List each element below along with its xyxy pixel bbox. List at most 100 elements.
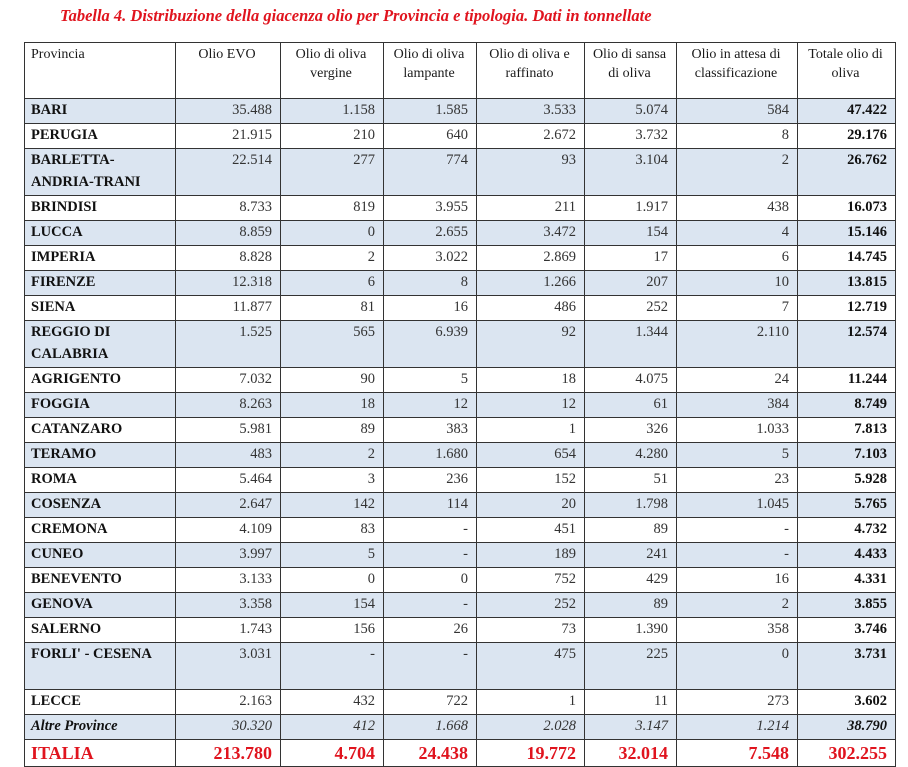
table-row: FIRENZE 12.318 6 8 1.266 207 10 13.815 xyxy=(24,270,896,296)
cell-olio-evo: 7.032 xyxy=(175,367,281,393)
cell-olio-raffinato: 18 xyxy=(476,367,585,393)
cell-olio-lampante: - xyxy=(383,517,477,543)
cell-olio-raffinato: 12 xyxy=(476,392,585,418)
cell-olio-raffinato: 252 xyxy=(476,592,585,618)
header-row: Provincia Olio EVO Olio di oliva vergine… xyxy=(24,42,896,99)
cell-olio-attesa: 23 xyxy=(676,467,798,493)
cell-olio-sansa: 17 xyxy=(584,245,677,271)
cell-olio-attesa: 384 xyxy=(676,392,798,418)
cell-olio-lampante: 16 xyxy=(383,295,477,321)
cell-olio-lampante: 24.438 xyxy=(383,739,477,767)
cell-olio-lampante: 1.585 xyxy=(383,98,477,124)
cell-olio-attesa: 8 xyxy=(676,123,798,149)
cell-olio-vergine: 277 xyxy=(280,148,384,196)
cell-olio-vergine: 90 xyxy=(280,367,384,393)
cell-olio-sansa: 51 xyxy=(584,467,677,493)
cell-olio-raffinato: 654 xyxy=(476,442,585,468)
cell-olio-attesa: 10 xyxy=(676,270,798,296)
cell-olio-raffinato: 93 xyxy=(476,148,585,196)
header-olio-evo: Olio EVO xyxy=(175,42,281,99)
cell-olio-evo: 213.780 xyxy=(175,739,281,767)
cell-olio-raffinato: 486 xyxy=(476,295,585,321)
cell-olio-attesa: 438 xyxy=(676,195,798,221)
cell-olio-attesa: 1.045 xyxy=(676,492,798,518)
cell-olio-vergine: 0 xyxy=(280,567,384,593)
giacenza-table: Provincia Olio EVO Olio di oliva vergine… xyxy=(24,42,896,767)
cell-olio-vergine: 154 xyxy=(280,592,384,618)
cell-olio-sansa: 89 xyxy=(584,517,677,543)
cell-olio-vergine: 156 xyxy=(280,617,384,643)
cell-olio-evo: 8.263 xyxy=(175,392,281,418)
cell-totale: 26.762 xyxy=(797,148,896,196)
cell-totale: 7.103 xyxy=(797,442,896,468)
cell-totale: 4.433 xyxy=(797,542,896,568)
cell-olio-attesa: 1.033 xyxy=(676,417,798,443)
cell-olio-vergine: 1.158 xyxy=(280,98,384,124)
cell-olio-attesa: 0 xyxy=(676,642,798,690)
table-row: TERAMO 483 2 1.680 654 4.280 5 7.103 xyxy=(24,442,896,468)
cell-olio-evo: 11.877 xyxy=(175,295,281,321)
cell-olio-sansa: 3.104 xyxy=(584,148,677,196)
cell-provincia: FOGGIA xyxy=(24,392,176,418)
cell-olio-attesa: 584 xyxy=(676,98,798,124)
cell-olio-sansa: 32.014 xyxy=(584,739,677,767)
cell-olio-evo: 12.318 xyxy=(175,270,281,296)
header-olio-raffinato: Olio di oliva e raffinato xyxy=(476,42,585,99)
cell-olio-attesa: 1.214 xyxy=(676,714,798,740)
table-row: FOGGIA 8.263 18 12 12 61 384 8.749 xyxy=(24,392,896,418)
cell-totale: 11.244 xyxy=(797,367,896,393)
cell-totale: 5.765 xyxy=(797,492,896,518)
cell-olio-vergine: 210 xyxy=(280,123,384,149)
cell-provincia: FIRENZE xyxy=(24,270,176,296)
cell-totale: 4.732 xyxy=(797,517,896,543)
cell-olio-lampante: 2.655 xyxy=(383,220,477,246)
cell-olio-raffinato: 475 xyxy=(476,642,585,690)
cell-olio-sansa: 5.074 xyxy=(584,98,677,124)
cell-olio-sansa: 207 xyxy=(584,270,677,296)
cell-provincia: Altre Province xyxy=(24,714,176,740)
table-title: Tabella 4. Distribuzione della giacenza … xyxy=(60,6,652,25)
cell-olio-vergine: 83 xyxy=(280,517,384,543)
cell-olio-attesa: 24 xyxy=(676,367,798,393)
cell-olio-vergine: 5 xyxy=(280,542,384,568)
cell-olio-sansa: 1.917 xyxy=(584,195,677,221)
cell-olio-evo: 8.828 xyxy=(175,245,281,271)
cell-totale: 8.749 xyxy=(797,392,896,418)
cell-olio-attesa: 358 xyxy=(676,617,798,643)
table-row: FORLI' - CESENA 3.031- -475 225 0 3.731 xyxy=(24,642,896,690)
cell-olio-raffinato: 3.472 xyxy=(476,220,585,246)
cell-olio-evo: 2.163 xyxy=(175,689,281,715)
header-olio-vergine: Olio di oliva vergine xyxy=(280,42,384,99)
table-row: PERUGIA 21.915 210 640 2.672 3.732 8 29.176 xyxy=(24,123,896,149)
table-row: BARI 35.488 1.158 1.585 3.533 5.074 584 47.422 xyxy=(24,98,896,124)
cell-olio-raffinato: 2.869 xyxy=(476,245,585,271)
cell-olio-sansa: 4.280 xyxy=(584,442,677,468)
table-row: AGRIGENTO 7.032 90 5 18 4.075 24 11.244 xyxy=(24,367,896,393)
cell-provincia: IMPERIA xyxy=(24,245,176,271)
cell-provincia: REGGIO DI CALABRIA xyxy=(24,320,176,368)
cell-olio-lampante: 236 xyxy=(383,467,477,493)
cell-provincia: BARI xyxy=(24,98,176,124)
cell-olio-evo: 3.358 xyxy=(175,592,281,618)
cell-olio-evo: 2.647 xyxy=(175,492,281,518)
cell-olio-attesa: 2 xyxy=(676,148,798,196)
cell-olio-sansa: 252 xyxy=(584,295,677,321)
cell-olio-sansa: 241 xyxy=(584,542,677,568)
cell-olio-evo: 3.997 xyxy=(175,542,281,568)
table-row: CATANZARO 5.981 89 383 1 326 1.033 7.813 xyxy=(24,417,896,443)
table-row: SIENA 11.877 81 16 486 252 7 12.719 xyxy=(24,295,896,321)
cell-olio-raffinato: 92 xyxy=(476,320,585,368)
cell-olio-vergine: 3 xyxy=(280,467,384,493)
cell-olio-attesa: 7 xyxy=(676,295,798,321)
cell-olio-raffinato: 3.533 xyxy=(476,98,585,124)
table-row: REGGIO DI CALABRIA 1.525 565 6.939 92 1.344 2.… xyxy=(24,320,896,368)
cell-provincia: BRINDISI xyxy=(24,195,176,221)
cell-olio-lampante: 8 xyxy=(383,270,477,296)
table-row: ROMA 5.464 3 236 152 51 23 5.928 xyxy=(24,467,896,493)
cell-olio-attesa: 16 xyxy=(676,567,798,593)
cell-olio-vergine: 819 xyxy=(280,195,384,221)
cell-olio-vergine: 412 xyxy=(280,714,384,740)
cell-provincia: CUNEO xyxy=(24,542,176,568)
cell-totale: 12.574 xyxy=(797,320,896,368)
table-row: GENOVA 3.358 154-252 89 2 3.855 xyxy=(24,592,896,618)
